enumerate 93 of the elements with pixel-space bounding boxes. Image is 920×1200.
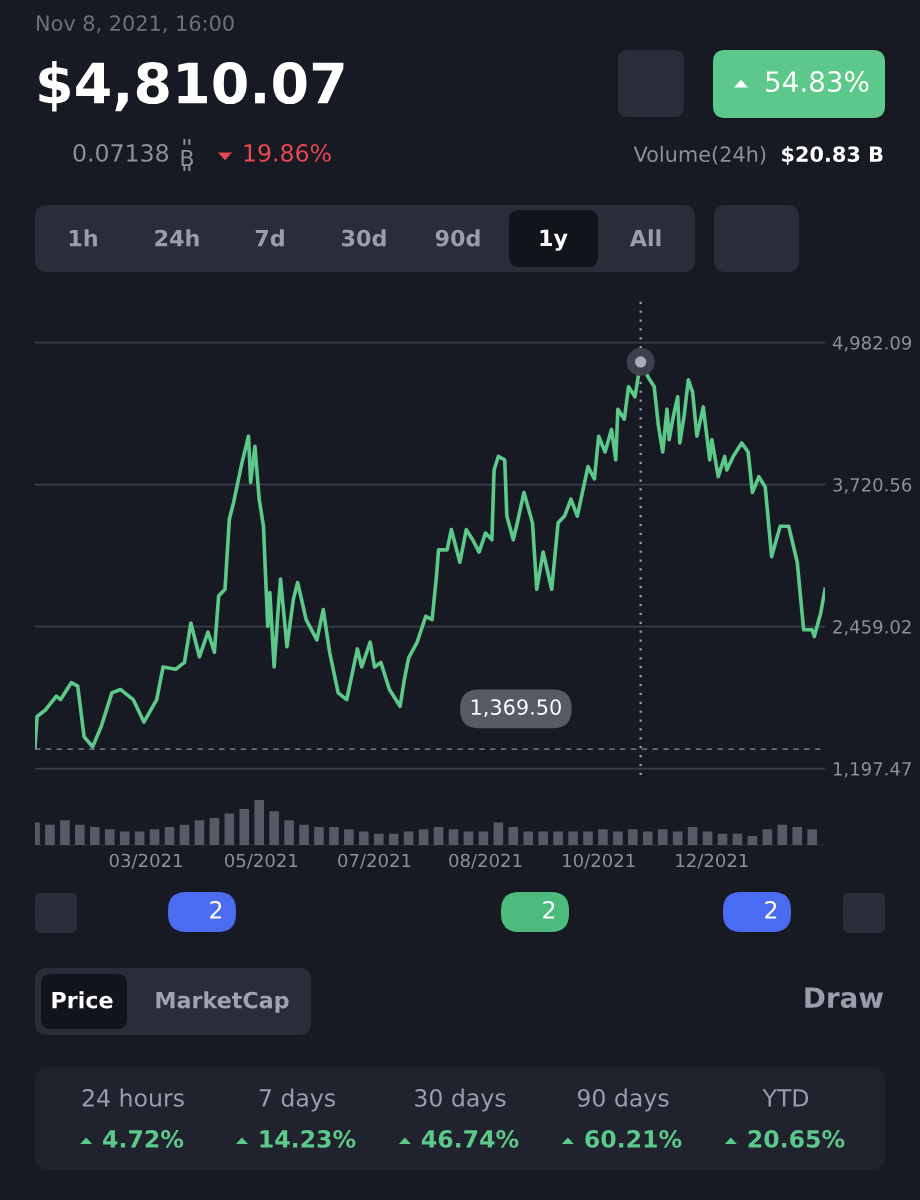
bar <box>568 831 578 845</box>
bar <box>329 827 339 845</box>
bar <box>478 831 489 845</box>
text: 1h <box>69 229 97 247</box>
text: MarketCap <box>156 991 289 1013</box>
text: 24 hours <box>82 1088 184 1107</box>
bar <box>239 809 250 845</box>
text: $20.83 B <box>782 145 883 165</box>
bar <box>89 827 100 845</box>
bar <box>45 824 55 845</box>
bar <box>598 829 608 845</box>
text: 7 days <box>259 1088 335 1112</box>
bar <box>448 829 459 845</box>
x-tick-label: 05/2021 <box>225 853 298 869</box>
bar <box>538 831 548 845</box>
text: 60.21% <box>585 1129 682 1148</box>
bar <box>119 831 130 845</box>
bar <box>284 820 294 845</box>
text: 7d <box>255 229 284 247</box>
x-tick-label: 07/2021 <box>338 853 411 869</box>
text: 2 <box>210 900 222 919</box>
text: 2 <box>765 900 777 919</box>
bar <box>777 824 788 845</box>
bar <box>508 827 519 845</box>
bar <box>224 813 235 845</box>
bar <box>403 831 414 845</box>
text: 54.83% <box>766 71 869 93</box>
bar <box>628 829 638 845</box>
bar <box>359 831 369 845</box>
text: 20.65% <box>748 1129 845 1148</box>
bar <box>717 833 728 845</box>
chart-title: $4,810.07 <box>39 61 344 112</box>
bar <box>657 829 668 845</box>
text: 0.07138 <box>73 143 169 162</box>
bar <box>523 831 534 845</box>
text: 90d <box>435 229 480 247</box>
bar <box>373 833 384 845</box>
bar <box>747 836 758 845</box>
bar <box>418 829 429 845</box>
bar <box>807 829 817 845</box>
text: Volume(24h) <box>633 145 766 165</box>
bar <box>388 833 399 845</box>
bar <box>702 831 713 845</box>
text: YTD <box>762 1089 809 1107</box>
text: 1y <box>540 229 568 251</box>
text: 14.23% <box>260 1129 356 1148</box>
bar <box>149 829 160 845</box>
text: 30 days <box>415 1088 506 1112</box>
bar <box>463 831 474 845</box>
bar <box>134 831 145 845</box>
x-tick-label: 10/2021 <box>563 853 635 869</box>
bar <box>762 829 773 845</box>
text: 46.74% <box>421 1129 519 1148</box>
bar <box>104 829 115 845</box>
y-tick-label: 1,197.47 <box>833 761 911 778</box>
bar <box>433 827 444 845</box>
x-tick-label: 12/2021 <box>676 853 748 869</box>
text: 4.72% <box>103 1129 184 1148</box>
bar <box>553 831 563 845</box>
bar <box>314 827 324 845</box>
bar <box>344 829 354 845</box>
bar <box>642 831 653 845</box>
ref-line-label: 1,369.50 <box>471 699 561 718</box>
bar <box>60 820 70 845</box>
bar <box>583 831 593 845</box>
bar <box>209 818 220 845</box>
bar <box>75 824 85 845</box>
bar <box>254 800 264 845</box>
bar <box>269 811 279 845</box>
chart-subtitle: Nov 8, 2021, 16:00 <box>37 15 234 34</box>
bar <box>613 831 623 845</box>
text: 19.86% <box>244 143 331 162</box>
text: Draw <box>805 987 884 1009</box>
bar <box>164 827 175 845</box>
y-tick-label: 2,459.02 <box>833 619 911 636</box>
text: 30d <box>342 229 386 247</box>
x-tick-label: 03/2021 <box>109 853 182 869</box>
bar <box>493 822 504 845</box>
text: Price <box>52 991 113 1009</box>
bar <box>732 833 743 845</box>
bar <box>179 824 190 845</box>
text: 90 days <box>577 1088 669 1112</box>
bar <box>672 831 683 845</box>
text: 24h <box>155 229 199 247</box>
bar <box>687 827 698 845</box>
text: 2 <box>543 900 555 919</box>
x-tick-label: 08/2021 <box>449 853 522 869</box>
y-tick-label: 3,720.56 <box>833 477 912 494</box>
bar <box>194 820 205 845</box>
y-tick-label: 4,982.09 <box>832 336 912 352</box>
text: All <box>629 229 661 247</box>
bar <box>792 827 803 845</box>
bar <box>299 824 309 845</box>
